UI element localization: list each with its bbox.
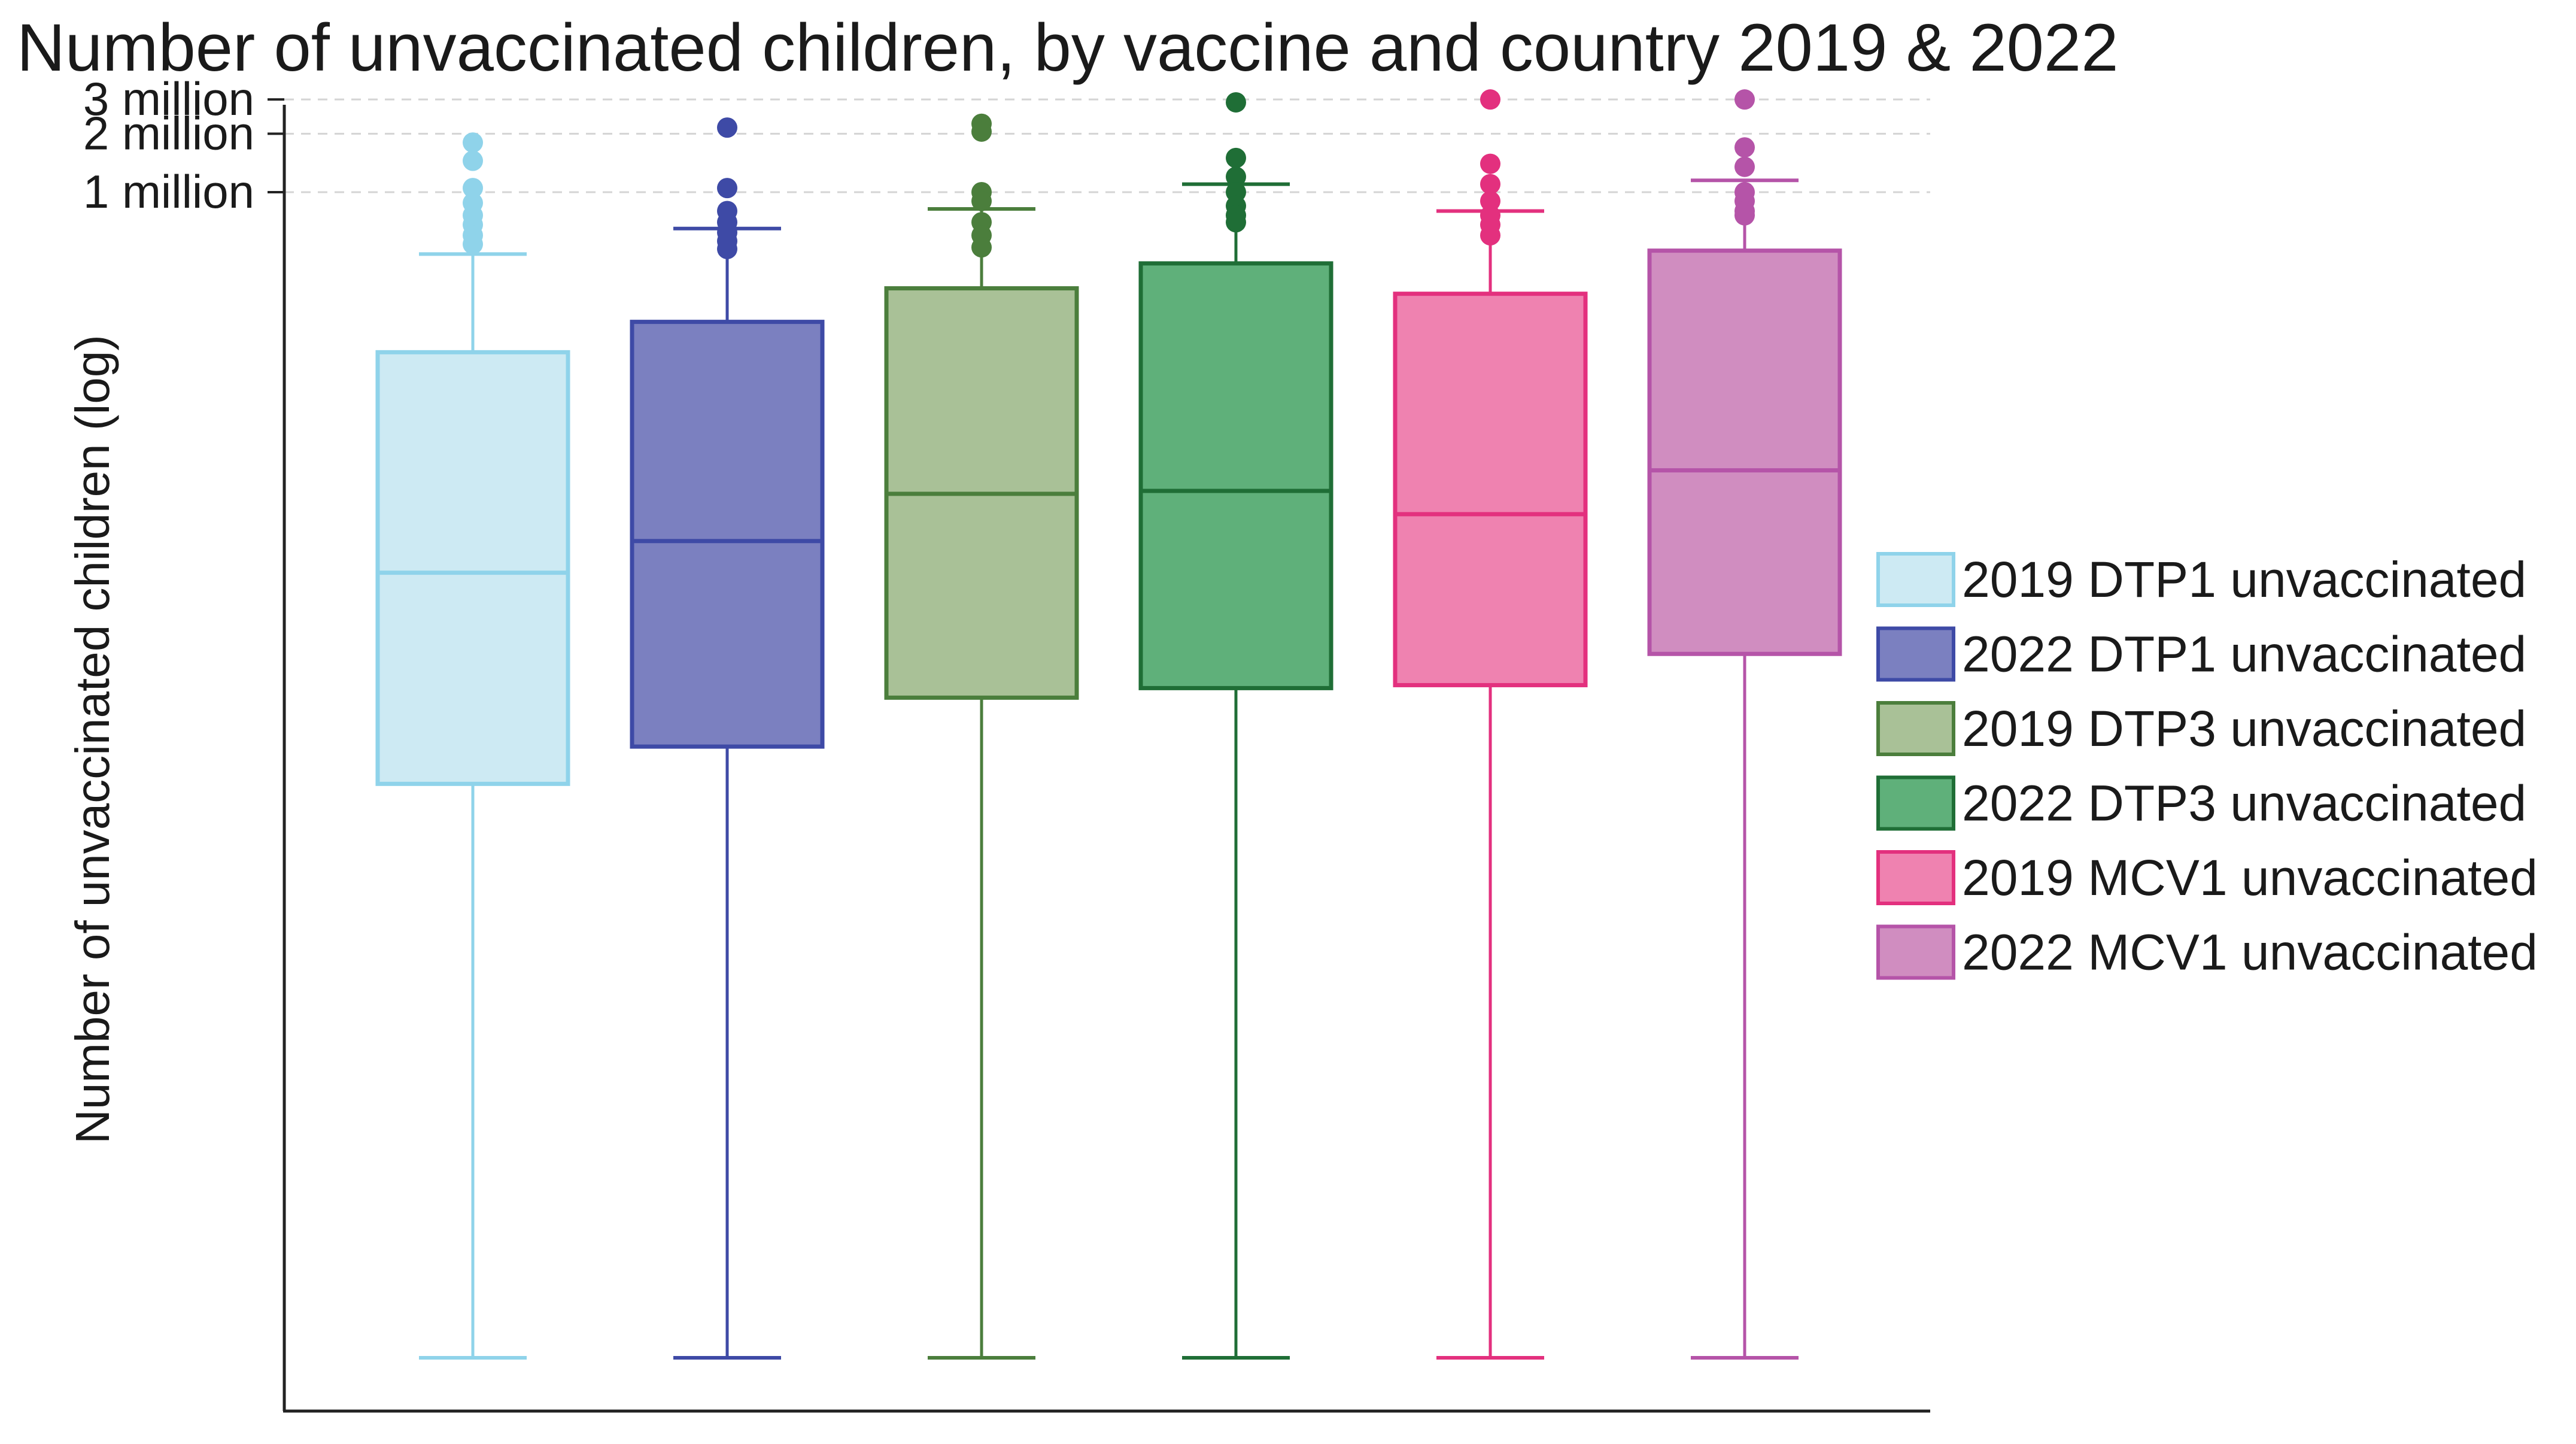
outlier-point — [1226, 212, 1246, 233]
y-axis-label: Number of unvaccinated children (log) — [66, 335, 119, 1144]
outlier-point — [1480, 190, 1500, 211]
legend-label: 2022 MCV1 unvaccinated — [1962, 924, 2538, 981]
box-iqr — [1393, 292, 1588, 687]
outlier-point — [1480, 89, 1500, 110]
box-iqr — [1647, 248, 1842, 656]
boxplot — [1393, 89, 1588, 1360]
boxplot — [1647, 89, 1842, 1360]
legend-label: 2019 MCV1 unvaccinated — [1962, 850, 2538, 906]
outlier-point — [1480, 225, 1500, 245]
outlier-point — [463, 150, 483, 171]
legend-label: 2022 DTP1 unvaccinated — [1962, 626, 2526, 682]
boxplots — [375, 89, 1842, 1360]
outlier-point — [1480, 174, 1500, 195]
y-tick-label: 1 million — [83, 165, 254, 218]
box-iqr — [1138, 261, 1333, 690]
legend: 2019 DTP1 unvaccinated 2022 DTP1 unvaccin… — [1876, 551, 2538, 981]
box-iqr — [630, 320, 825, 749]
outlier-point — [1226, 92, 1246, 113]
box-iqr — [375, 350, 570, 786]
outlier-point — [1226, 166, 1246, 187]
outlier-point — [463, 132, 483, 153]
outlier-point — [1226, 147, 1246, 168]
outlier-point — [971, 190, 992, 211]
legend-swatch — [1876, 850, 1955, 905]
legend-swatch — [1876, 552, 1955, 607]
outlier-point — [1734, 89, 1755, 110]
chart-title: Number of unvaccinated children, by vacc… — [17, 10, 2118, 85]
outlier-point — [463, 178, 483, 199]
outlier-point — [971, 121, 992, 142]
legend-swatch — [1876, 775, 1955, 831]
legend-swatch — [1876, 924, 1955, 980]
boxplot — [884, 113, 1079, 1360]
axes — [282, 105, 1930, 1413]
outlier-point — [971, 237, 992, 258]
y-tick-label: 2 million — [83, 107, 254, 159]
legend-label: 2019 DTP1 unvaccinated — [1962, 551, 2526, 608]
legend-label: 2022 DTP3 unvaccinated — [1962, 775, 2526, 832]
outlier-point — [717, 238, 737, 259]
boxplot — [375, 132, 570, 1360]
outlier-point — [717, 178, 737, 199]
outlier-point — [463, 233, 483, 254]
gridlines — [284, 98, 1930, 193]
legend-label: 2019 DTP3 unvaccinated — [1962, 700, 2526, 757]
outlier-point — [1734, 205, 1755, 226]
boxplot — [630, 117, 825, 1360]
boxplot — [1138, 92, 1333, 1360]
legend-swatch — [1876, 701, 1955, 756]
y-tick-label: 3 million — [83, 72, 254, 125]
legend-swatch — [1876, 626, 1955, 682]
outlier-point — [1734, 156, 1755, 177]
outlier-point — [717, 117, 737, 138]
outlier-point — [1480, 153, 1500, 174]
outlier-point — [1734, 137, 1755, 158]
